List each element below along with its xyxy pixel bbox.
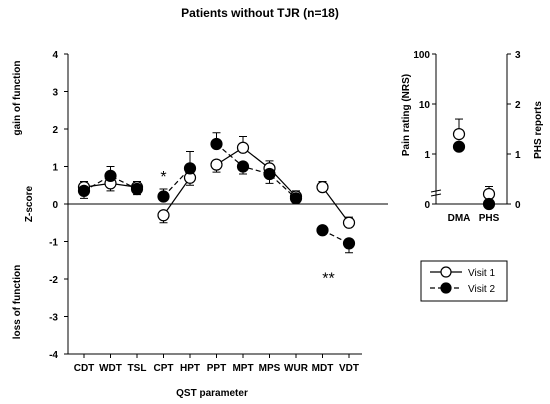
point-visit-1-cpt	[157, 209, 170, 222]
inset-right-axis-label: PHS reports	[533, 101, 544, 159]
x-tick-label-mdt: MDT	[312, 363, 334, 374]
legend-label-visit-2: Visit 2	[468, 284, 495, 295]
line-visit-1-group-4	[322, 186, 350, 224]
line-visit-2-group-2	[163, 167, 191, 197]
point-visit-2-hpt	[183, 162, 197, 175]
x-tick-label-tsl: TSL	[128, 363, 147, 374]
point-visit-2-cpt	[157, 190, 170, 203]
point-visit-1-ppt	[210, 158, 223, 171]
x-tick-label-mps: MPS	[259, 363, 281, 374]
y-tick-label: -1	[49, 238, 58, 249]
y-tick-label: 4	[52, 50, 58, 61]
point-visit-2-mdt	[316, 224, 329, 237]
inset-point-visit-1-phs	[482, 187, 496, 201]
point-visit-2-mps	[263, 167, 276, 181]
x-tick-label-wdt: WDT	[99, 363, 122, 374]
point-visit-1-mpt	[236, 141, 250, 154]
significance-marker-mdt: **	[322, 270, 334, 287]
y-tick-label: -4	[49, 350, 58, 361]
inset-left-tick-label: 0	[424, 200, 430, 211]
inset-right-tick-label: 3	[515, 50, 521, 61]
x-tick-label-vdt: VDT	[339, 363, 359, 374]
point-visit-2-wdt	[104, 169, 117, 182]
line-visit-1-group-3	[216, 147, 297, 197]
inset-right-tick-label: 1	[515, 150, 521, 161]
y-tick-label: -2	[49, 275, 58, 286]
x-tick-label-cdt: CDT	[74, 363, 95, 374]
point-visit-2-vdt	[342, 237, 356, 250]
inset-point-visit-1-dma	[452, 128, 466, 141]
y-axis-top-label: gain of function	[12, 61, 23, 136]
y-tick-label: 1	[52, 163, 58, 174]
point-visit-2-wur	[289, 192, 303, 205]
significance-marker-cpt: *	[160, 169, 166, 186]
y-tick-label: 0	[52, 200, 58, 211]
legend-marker-visit-2	[440, 282, 452, 294]
line-visit-2-group-1	[83, 175, 138, 192]
x-tick-label-ppt: PPT	[207, 363, 226, 374]
chart-title: Patients without TJR (n=18)	[181, 6, 339, 20]
inset-point-visit-2-phs	[482, 197, 496, 211]
inset-axis-break-1	[430, 189, 442, 193]
inset-left-tick-label: 1	[424, 150, 430, 161]
legend: Visit 1 Visit 2	[420, 260, 508, 302]
y-tick-label: 2	[52, 125, 58, 136]
inset-axis-break-2	[430, 193, 442, 197]
inset-x-label-phs: PHS	[479, 213, 500, 224]
line-visit-2-group-3	[216, 143, 297, 199]
inset-left-tick-label: 10	[419, 100, 431, 111]
x-tick-label-cpt: CPT	[154, 363, 174, 374]
y-tick-label: 3	[52, 88, 58, 99]
y-tick-label: -3	[49, 313, 58, 324]
x-axis-label: QST parameter	[176, 388, 248, 399]
point-visit-1-vdt	[342, 216, 356, 229]
legend-label-visit-1: Visit 1	[468, 268, 495, 279]
legend-box	[420, 260, 508, 302]
y-axis-label: Z-score	[24, 186, 35, 223]
x-tick-label-mpt: MPT	[232, 363, 253, 374]
point-visit-2-ppt	[210, 137, 223, 151]
point-visit-1-mdt	[316, 181, 329, 194]
inset-right-tick-label: 0	[515, 200, 521, 211]
y-axis-bottom-label: loss of function	[12, 265, 23, 339]
inset-left-tick-label: 100	[413, 50, 430, 61]
legend-marker-visit-1	[440, 266, 452, 278]
inset-point-visit-2-dma	[452, 140, 466, 153]
point-visit-2-tsl	[130, 182, 144, 196]
line-visit-1-group-2	[163, 177, 191, 216]
x-tick-label-hpt: HPT	[180, 363, 200, 374]
inset-x-label-dma: DMA	[448, 213, 471, 224]
x-tick-label-wur: WUR	[284, 363, 309, 374]
point-visit-2-cdt	[77, 184, 91, 197]
inset-right-tick-label: 2	[515, 100, 521, 111]
inset-left-axis-label: Pain rating (NRS)	[401, 74, 412, 156]
point-visit-2-mpt	[236, 160, 250, 173]
